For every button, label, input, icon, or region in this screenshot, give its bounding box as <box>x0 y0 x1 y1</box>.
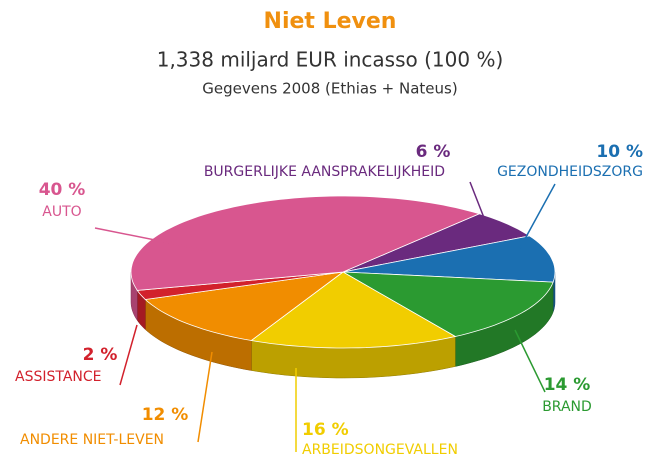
data-label: 10 % <box>596 142 643 162</box>
category-label: ASSISTANCE <box>15 369 102 385</box>
slice <box>130 195 481 291</box>
leader-line <box>514 329 546 393</box>
leader-line <box>119 324 138 386</box>
data-label: 14 % <box>544 375 591 395</box>
slice <box>342 271 554 337</box>
leader-line <box>469 181 489 229</box>
data-label: 6 % <box>416 142 451 162</box>
slice <box>250 271 457 349</box>
pie <box>130 195 556 379</box>
category-label: ARBEIDSONGEVALLEN <box>302 442 458 458</box>
chart-note: Gegevens 2008 (Ethias + Nateus) <box>202 80 457 98</box>
category-label: GEZONDHEIDSZORG <box>497 164 643 180</box>
category-label: BURGERLIJKE AANSPRAKELIJKHEID <box>204 164 445 180</box>
slice <box>342 235 556 283</box>
category-label: AUTO <box>42 204 81 220</box>
slice <box>342 213 531 273</box>
labels: 6 % BURGERLIJKE AANSPRAKELIJKHEID 10 % GEZO… <box>15 142 643 458</box>
chart-title: Niet Leven <box>264 9 397 34</box>
category-label: ANDERE NIET-LEVEN <box>20 432 164 448</box>
data-label: 12 % <box>142 405 189 425</box>
leader-line <box>519 183 556 249</box>
category-label: BRAND <box>542 399 592 415</box>
data-label: 40 % <box>39 180 86 200</box>
leader-line <box>94 227 216 253</box>
chart-subtitle: 1,338 miljard EUR incasso (100 %) <box>157 48 504 72</box>
data-label: 16 % <box>302 420 349 440</box>
leader-line <box>197 351 213 443</box>
slice <box>144 271 344 341</box>
data-label: 2 % <box>83 345 118 365</box>
